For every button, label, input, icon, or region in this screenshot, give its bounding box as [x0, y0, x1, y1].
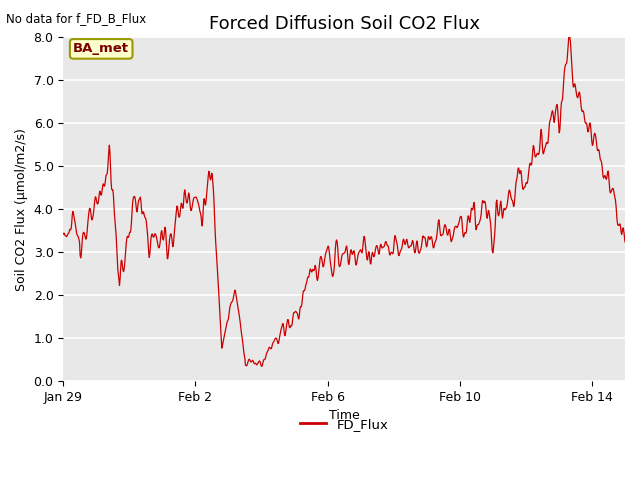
Text: BA_met: BA_met: [73, 42, 129, 55]
Legend: FD_Flux: FD_Flux: [294, 413, 394, 436]
Title: Forced Diffusion Soil CO2 Flux: Forced Diffusion Soil CO2 Flux: [209, 15, 479, 33]
Text: No data for f_FD_B_Flux: No data for f_FD_B_Flux: [6, 12, 147, 25]
X-axis label: Time: Time: [329, 409, 360, 422]
Y-axis label: Soil CO2 Flux (μmol/m2/s): Soil CO2 Flux (μmol/m2/s): [15, 128, 28, 290]
